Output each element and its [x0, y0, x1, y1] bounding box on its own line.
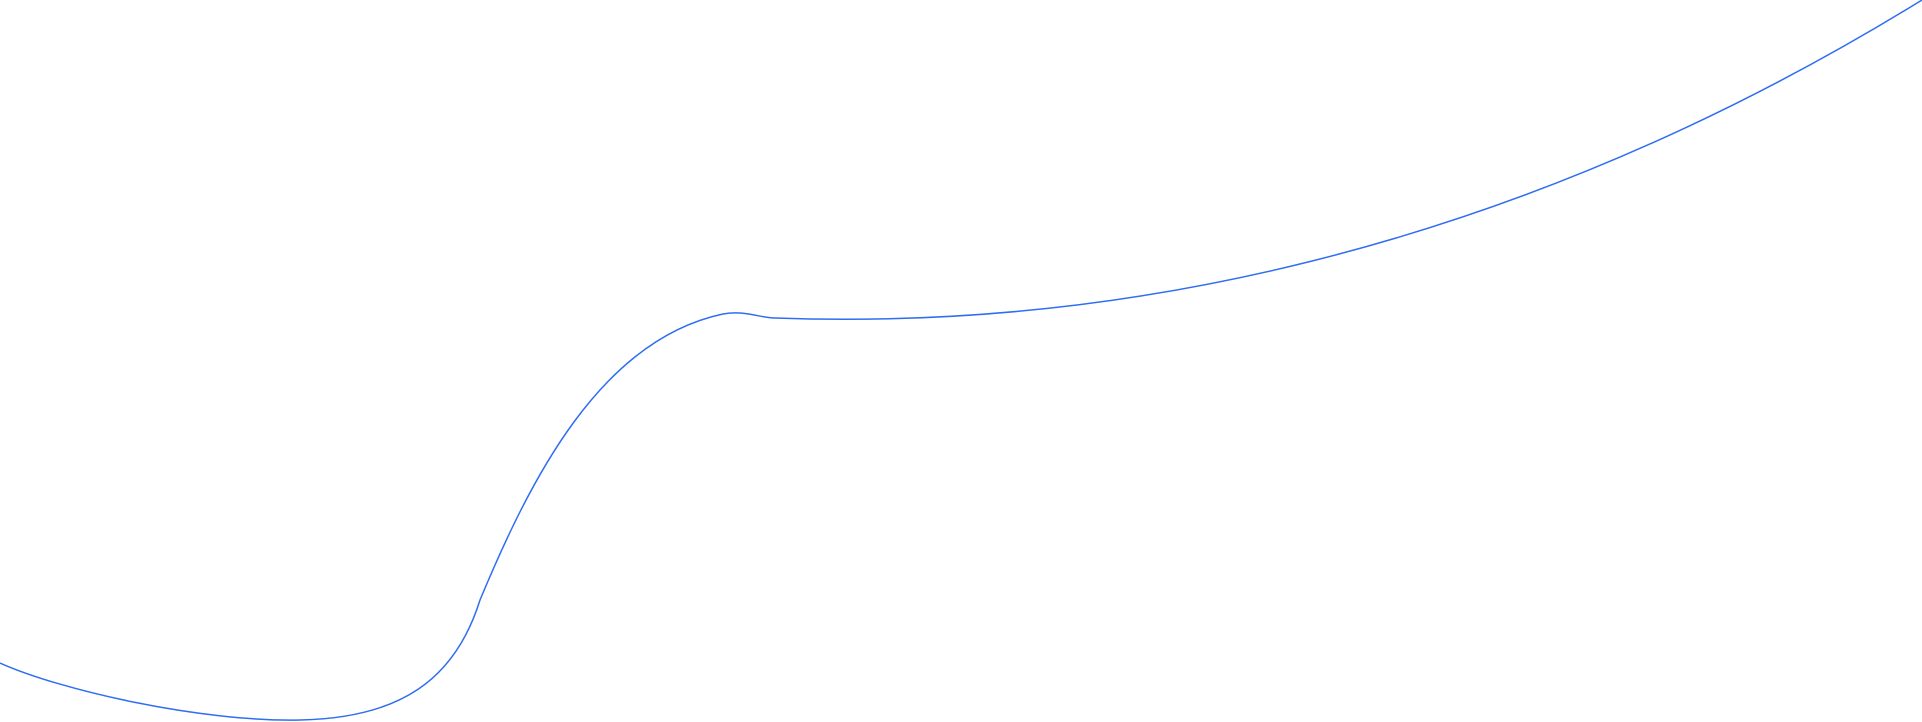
decorative-wave-curve [0, 0, 1922, 721]
wave-line [0, 0, 1922, 721]
